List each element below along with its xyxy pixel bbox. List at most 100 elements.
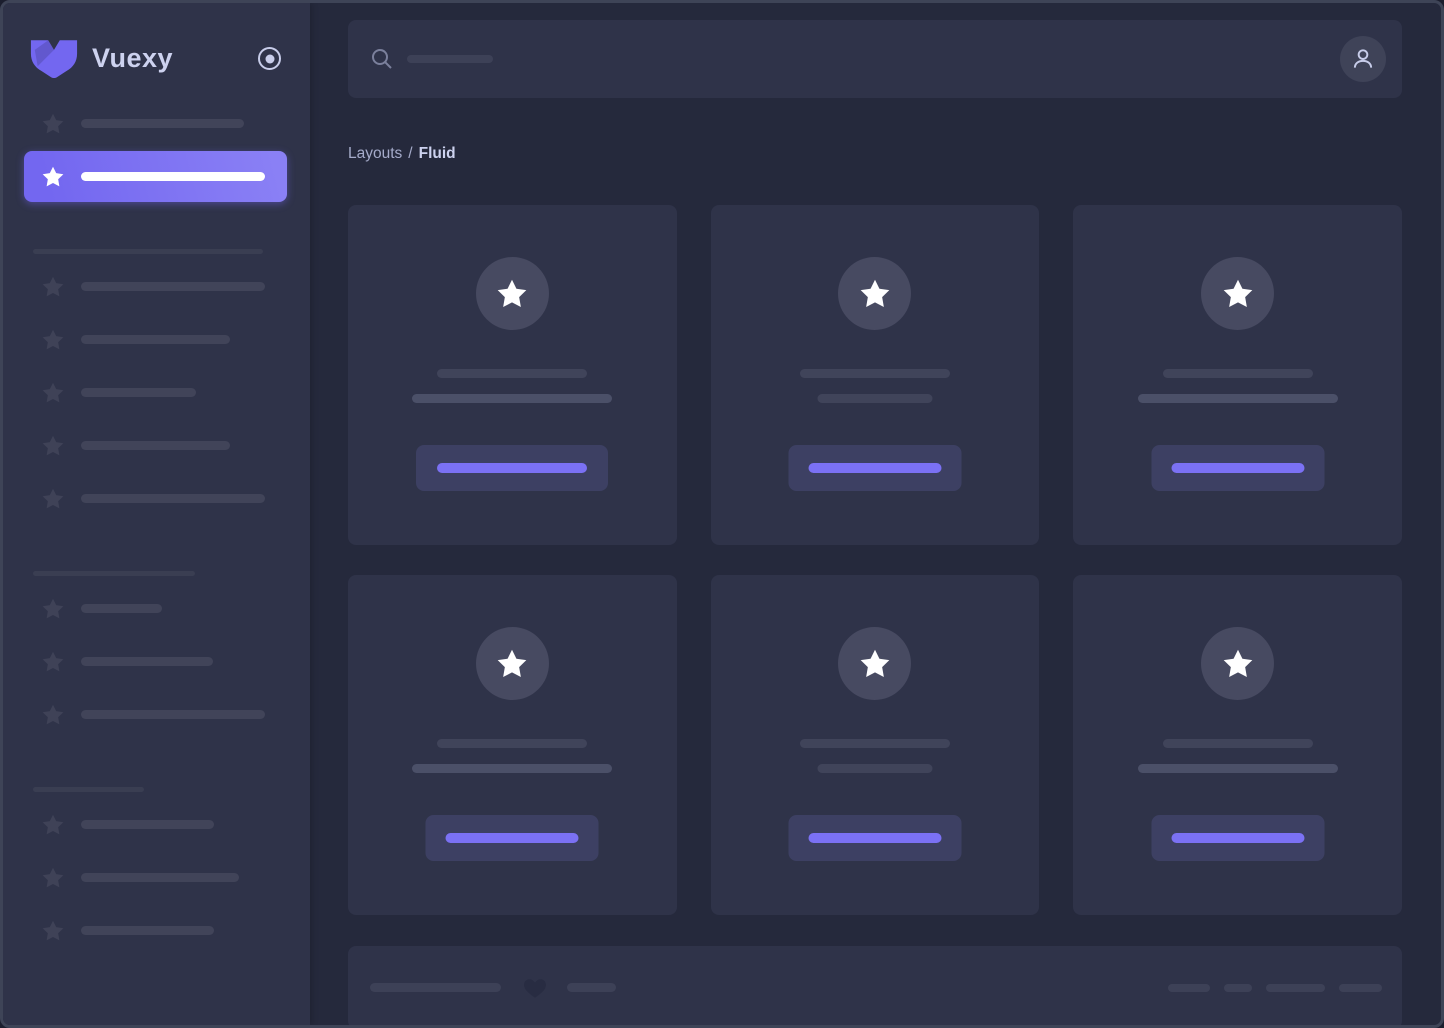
search-input-placeholder[interactable] [407,55,493,63]
card-button[interactable] [416,445,609,491]
card-text-placeholder [817,764,933,773]
search-icon[interactable] [370,47,394,71]
card-button-label-placeholder [808,833,942,843]
card-avatar [475,257,549,330]
nav-item-placeholder [81,657,213,666]
sidebar-nav-sections [3,249,310,957]
footer-text-placeholder [370,983,501,992]
card-text-placeholder [1162,739,1313,748]
sidebar-nav [3,97,310,957]
menu-pin-toggle-icon[interactable] [258,47,281,70]
appbar [348,20,1402,98]
content-card [1073,575,1402,915]
nav-section-divider [33,571,195,576]
person-icon [1353,49,1373,68]
nav-section-divider [33,787,144,792]
star-icon [42,329,64,349]
star-icon [42,920,64,940]
card-text-placeholder [437,369,588,378]
sidebar-nav-item[interactable] [3,688,310,741]
nav-item-placeholder [81,441,230,450]
nav-item-placeholder [81,335,230,344]
sidebar-nav-item[interactable] [3,419,310,472]
star-icon [1223,279,1252,307]
nav-item-placeholder [81,494,265,503]
card-button-label-placeholder [445,833,579,843]
content-card [710,575,1040,915]
nav-item-placeholder [81,820,214,829]
content-card [710,205,1040,545]
star-icon [498,279,527,307]
heart-icon [524,978,546,998]
breadcrumb: Layouts / Fluid [348,145,1402,163]
nav-item-placeholder [81,604,162,613]
star-icon [42,382,64,402]
user-avatar-button[interactable] [1340,36,1386,82]
sidebar-nav-item[interactable] [3,904,310,957]
card-button-label-placeholder [437,463,588,473]
star-icon [42,166,64,186]
star-icon [42,488,64,508]
nav-active-row [3,150,310,203]
footer-text-placeholder [567,983,616,992]
card-button[interactable] [788,445,962,491]
card-avatar [838,257,912,330]
footer-panel [348,946,1402,1025]
card-button[interactable] [788,815,962,861]
star-icon [42,598,64,618]
card-button-label-placeholder [808,463,942,473]
breadcrumb-section[interactable]: Layouts [348,145,403,162]
sidebar-nav-item[interactable] [3,798,310,851]
content-card [1073,205,1402,545]
sidebar: Vuexy [3,3,310,1025]
nav-item-placeholder [81,119,244,128]
card-avatar [838,627,912,700]
brand-title: Vuexy [92,43,174,73]
content-card [348,575,677,915]
footer-links [1168,983,1382,992]
content-card [348,205,677,545]
card-text-placeholder [1162,369,1313,378]
sidebar-nav-item[interactable] [3,260,310,313]
card-avatar [1201,627,1275,700]
card-button-label-placeholder [1171,463,1305,473]
sidebar-nav-item[interactable] [3,851,310,904]
sidebar-nav-item[interactable] [3,635,310,688]
star-icon [42,276,64,296]
star-icon [42,867,64,887]
star-icon [42,704,64,724]
card-button[interactable] [425,815,599,861]
nav-item-placeholder [81,926,214,935]
footer-link-placeholder [1168,983,1210,992]
brand: Vuexy [29,36,281,81]
nav-top-item[interactable] [3,97,310,150]
star-icon [860,279,890,307]
nav-active-item[interactable] [24,151,287,202]
star-icon [42,651,64,671]
nav-item-placeholder [81,388,196,397]
footer-link-placeholder [1266,983,1325,992]
nav-item-placeholder [81,172,265,181]
star-icon [42,435,64,455]
breadcrumb-current: Fluid [418,145,456,162]
card-text-placeholder [799,739,950,748]
footer-link-placeholder [1339,983,1382,992]
vuexy-logo-icon [30,40,78,79]
card-text-placeholder [817,394,933,403]
main-area: Layouts / Fluid [310,3,1441,1025]
card-text-placeholder [437,739,588,748]
card-button[interactable] [1151,815,1325,861]
nav-item-placeholder [81,282,265,291]
sidebar-nav-item[interactable] [3,313,310,366]
sidebar-nav-item[interactable] [3,472,310,525]
sidebar-nav-item[interactable] [3,582,310,635]
sidebar-nav-item[interactable] [3,366,310,419]
card-button[interactable] [1151,445,1325,491]
star-icon [42,113,64,133]
star-icon [1223,649,1252,677]
card-avatar [1201,257,1275,330]
star-icon [860,649,890,677]
nav-item-placeholder [81,873,239,882]
card-button-label-placeholder [1171,833,1305,843]
